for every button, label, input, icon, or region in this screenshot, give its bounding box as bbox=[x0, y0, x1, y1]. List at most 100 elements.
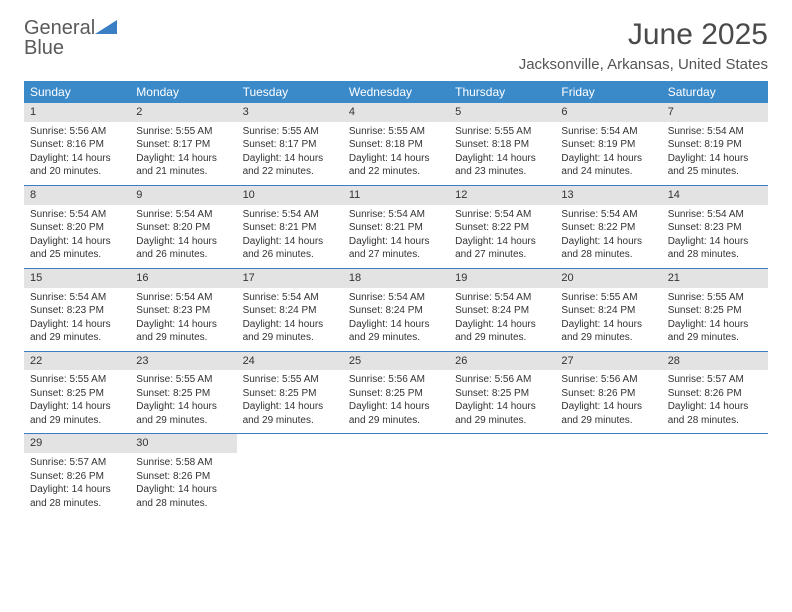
day-body: Sunrise: 5:55 AMSunset: 8:25 PMDaylight:… bbox=[130, 370, 236, 433]
sunset-line: Sunset: 8:22 PM bbox=[455, 221, 549, 235]
sunrise-line: Sunrise: 5:54 AM bbox=[136, 208, 230, 222]
day-number: 24 bbox=[237, 352, 343, 371]
location: Jacksonville, Arkansas, United States bbox=[519, 56, 768, 73]
sunset-line: Sunset: 8:19 PM bbox=[561, 138, 655, 152]
brand-logo: General Blue bbox=[24, 18, 117, 58]
sunset-line: Sunset: 8:23 PM bbox=[668, 221, 762, 235]
logo-triangle-icon bbox=[95, 18, 117, 38]
day-number: 2 bbox=[130, 103, 236, 122]
sunrise-line: Sunrise: 5:54 AM bbox=[349, 291, 443, 305]
calendar-page: General Blue June 2025 Jacksonville, Ark… bbox=[0, 0, 792, 534]
day-header: Saturday bbox=[662, 81, 768, 103]
day-body: Sunrise: 5:54 AMSunset: 8:21 PMDaylight:… bbox=[237, 205, 343, 268]
day-cell: 2Sunrise: 5:55 AMSunset: 8:17 PMDaylight… bbox=[130, 103, 236, 185]
sunset-line: Sunset: 8:17 PM bbox=[243, 138, 337, 152]
day-cell: 23Sunrise: 5:55 AMSunset: 8:25 PMDayligh… bbox=[130, 352, 236, 434]
day-cell: 22Sunrise: 5:55 AMSunset: 8:25 PMDayligh… bbox=[24, 352, 130, 434]
day-number: 13 bbox=[555, 186, 661, 205]
day-body: Sunrise: 5:56 AMSunset: 8:16 PMDaylight:… bbox=[24, 122, 130, 185]
weeks-container: 1Sunrise: 5:56 AMSunset: 8:16 PMDaylight… bbox=[24, 103, 768, 516]
day-cell: 7Sunrise: 5:54 AMSunset: 8:19 PMDaylight… bbox=[662, 103, 768, 185]
sunrise-line: Sunrise: 5:56 AM bbox=[455, 373, 549, 387]
sunset-line: Sunset: 8:23 PM bbox=[136, 304, 230, 318]
daylight-line: Daylight: 14 hours and 26 minutes. bbox=[136, 235, 230, 262]
sunrise-line: Sunrise: 5:55 AM bbox=[349, 125, 443, 139]
daylight-line: Daylight: 14 hours and 29 minutes. bbox=[455, 318, 549, 345]
logo-text: General Blue bbox=[24, 18, 117, 58]
daylight-line: Daylight: 14 hours and 29 minutes. bbox=[30, 400, 124, 427]
day-cell bbox=[555, 434, 661, 516]
daylight-line: Daylight: 14 hours and 24 minutes. bbox=[561, 152, 655, 179]
sunrise-line: Sunrise: 5:54 AM bbox=[30, 291, 124, 305]
day-body: Sunrise: 5:55 AMSunset: 8:25 PMDaylight:… bbox=[662, 288, 768, 351]
brand-part1: General bbox=[24, 17, 95, 39]
day-body: Sunrise: 5:56 AMSunset: 8:26 PMDaylight:… bbox=[555, 370, 661, 433]
sunset-line: Sunset: 8:16 PM bbox=[30, 138, 124, 152]
day-cell: 14Sunrise: 5:54 AMSunset: 8:23 PMDayligh… bbox=[662, 186, 768, 268]
sunrise-line: Sunrise: 5:54 AM bbox=[349, 208, 443, 222]
day-header: Monday bbox=[130, 81, 236, 103]
day-cell: 17Sunrise: 5:54 AMSunset: 8:24 PMDayligh… bbox=[237, 269, 343, 351]
daylight-line: Daylight: 14 hours and 29 minutes. bbox=[668, 318, 762, 345]
daylight-line: Daylight: 14 hours and 28 minutes. bbox=[136, 483, 230, 510]
day-number: 23 bbox=[130, 352, 236, 371]
week-row: 8Sunrise: 5:54 AMSunset: 8:20 PMDaylight… bbox=[24, 186, 768, 269]
brand-part2: Blue bbox=[24, 38, 117, 58]
day-number: 15 bbox=[24, 269, 130, 288]
sunset-line: Sunset: 8:26 PM bbox=[136, 470, 230, 484]
day-body: Sunrise: 5:55 AMSunset: 8:18 PMDaylight:… bbox=[343, 122, 449, 185]
day-cell bbox=[343, 434, 449, 516]
daylight-line: Daylight: 14 hours and 26 minutes. bbox=[243, 235, 337, 262]
daylight-line: Daylight: 14 hours and 22 minutes. bbox=[243, 152, 337, 179]
sunset-line: Sunset: 8:24 PM bbox=[349, 304, 443, 318]
title-block: June 2025 Jacksonville, Arkansas, United… bbox=[519, 18, 768, 73]
daylight-line: Daylight: 14 hours and 29 minutes. bbox=[349, 400, 443, 427]
sunset-line: Sunset: 8:20 PM bbox=[30, 221, 124, 235]
day-cell: 26Sunrise: 5:56 AMSunset: 8:25 PMDayligh… bbox=[449, 352, 555, 434]
day-number: 12 bbox=[449, 186, 555, 205]
week-row: 1Sunrise: 5:56 AMSunset: 8:16 PMDaylight… bbox=[24, 103, 768, 186]
sunset-line: Sunset: 8:25 PM bbox=[243, 387, 337, 401]
sunrise-line: Sunrise: 5:55 AM bbox=[136, 125, 230, 139]
day-cell: 10Sunrise: 5:54 AMSunset: 8:21 PMDayligh… bbox=[237, 186, 343, 268]
sunrise-line: Sunrise: 5:57 AM bbox=[668, 373, 762, 387]
day-number: 7 bbox=[662, 103, 768, 122]
day-body: Sunrise: 5:58 AMSunset: 8:26 PMDaylight:… bbox=[130, 453, 236, 516]
day-body: Sunrise: 5:55 AMSunset: 8:17 PMDaylight:… bbox=[130, 122, 236, 185]
day-body: Sunrise: 5:56 AMSunset: 8:25 PMDaylight:… bbox=[449, 370, 555, 433]
day-number: 25 bbox=[343, 352, 449, 371]
day-cell: 25Sunrise: 5:56 AMSunset: 8:25 PMDayligh… bbox=[343, 352, 449, 434]
daylight-line: Daylight: 14 hours and 28 minutes. bbox=[30, 483, 124, 510]
day-header: Friday bbox=[555, 81, 661, 103]
day-cell: 8Sunrise: 5:54 AMSunset: 8:20 PMDaylight… bbox=[24, 186, 130, 268]
day-cell: 30Sunrise: 5:58 AMSunset: 8:26 PMDayligh… bbox=[130, 434, 236, 516]
month-title: June 2025 bbox=[519, 18, 768, 52]
day-number: 17 bbox=[237, 269, 343, 288]
day-body: Sunrise: 5:54 AMSunset: 8:20 PMDaylight:… bbox=[24, 205, 130, 268]
day-body: Sunrise: 5:55 AMSunset: 8:17 PMDaylight:… bbox=[237, 122, 343, 185]
day-number: 8 bbox=[24, 186, 130, 205]
sunrise-line: Sunrise: 5:56 AM bbox=[30, 125, 124, 139]
day-body: Sunrise: 5:54 AMSunset: 8:19 PMDaylight:… bbox=[555, 122, 661, 185]
day-header: Thursday bbox=[449, 81, 555, 103]
day-cell: 20Sunrise: 5:55 AMSunset: 8:24 PMDayligh… bbox=[555, 269, 661, 351]
day-body: Sunrise: 5:54 AMSunset: 8:23 PMDaylight:… bbox=[130, 288, 236, 351]
daylight-line: Daylight: 14 hours and 23 minutes. bbox=[455, 152, 549, 179]
sunrise-line: Sunrise: 5:58 AM bbox=[136, 456, 230, 470]
day-cell: 21Sunrise: 5:55 AMSunset: 8:25 PMDayligh… bbox=[662, 269, 768, 351]
day-header: Tuesday bbox=[237, 81, 343, 103]
daylight-line: Daylight: 14 hours and 25 minutes. bbox=[668, 152, 762, 179]
day-number: 26 bbox=[449, 352, 555, 371]
sunset-line: Sunset: 8:20 PM bbox=[136, 221, 230, 235]
sunset-line: Sunset: 8:26 PM bbox=[561, 387, 655, 401]
day-header-row: SundayMondayTuesdayWednesdayThursdayFrid… bbox=[24, 81, 768, 103]
sunrise-line: Sunrise: 5:55 AM bbox=[243, 373, 337, 387]
daylight-line: Daylight: 14 hours and 28 minutes. bbox=[668, 400, 762, 427]
day-cell: 12Sunrise: 5:54 AMSunset: 8:22 PMDayligh… bbox=[449, 186, 555, 268]
sunrise-line: Sunrise: 5:56 AM bbox=[349, 373, 443, 387]
sunset-line: Sunset: 8:18 PM bbox=[455, 138, 549, 152]
day-body: Sunrise: 5:57 AMSunset: 8:26 PMDaylight:… bbox=[662, 370, 768, 433]
daylight-line: Daylight: 14 hours and 29 minutes. bbox=[243, 318, 337, 345]
daylight-line: Daylight: 14 hours and 28 minutes. bbox=[668, 235, 762, 262]
sunrise-line: Sunrise: 5:55 AM bbox=[243, 125, 337, 139]
